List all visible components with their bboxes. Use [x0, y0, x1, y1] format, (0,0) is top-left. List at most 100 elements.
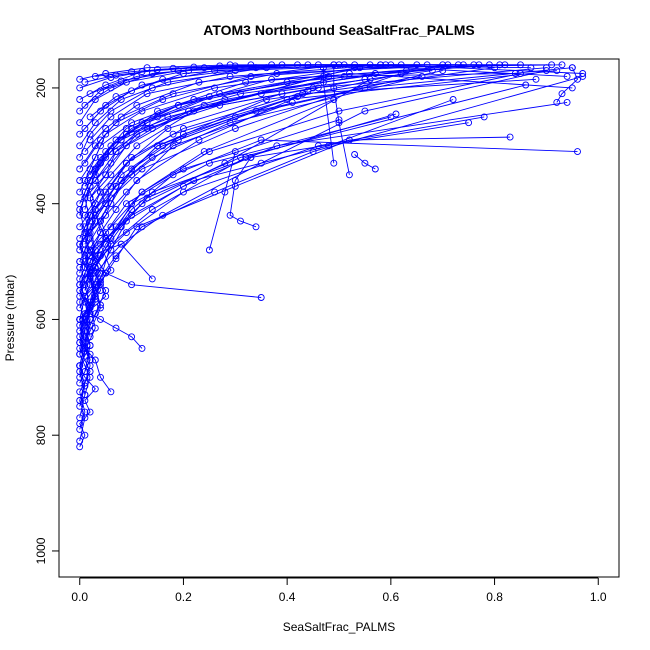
data-point [81, 194, 89, 202]
profile-series [81, 67, 410, 190]
data-point [138, 81, 146, 89]
data-point [86, 310, 94, 318]
data-point [81, 368, 89, 375]
data-point [81, 240, 89, 248]
data-point [164, 78, 172, 86]
data-point [81, 382, 89, 390]
profile-series [205, 148, 239, 254]
profile-line [79, 261, 262, 298]
profile-line [79, 78, 371, 361]
data-point [91, 324, 99, 332]
profile-line [84, 348, 112, 393]
data-point [97, 136, 104, 144]
data-point [179, 182, 187, 190]
data-point [81, 269, 89, 277]
data-point [361, 107, 369, 115]
data-point [138, 188, 146, 196]
data-point [107, 223, 115, 231]
data-point [371, 70, 379, 77]
profile-series [226, 153, 260, 231]
data-point [138, 344, 146, 352]
x-axis-label: SeaSaltFrac_PALMS [283, 620, 396, 634]
data-point [226, 211, 234, 219]
data-point [86, 321, 94, 329]
data-point [237, 153, 244, 161]
profile-series [76, 119, 473, 347]
data-point [81, 101, 89, 109]
data-point [86, 408, 94, 416]
data-point [76, 350, 84, 358]
x-tick-label: 0.4 [279, 590, 296, 604]
profile-line [89, 64, 386, 141]
profile-line [79, 70, 557, 262]
data-point [76, 373, 84, 381]
data-point [558, 61, 566, 69]
data-point [76, 246, 84, 254]
profile-line [89, 64, 490, 176]
data-point [563, 72, 571, 80]
data-point [143, 90, 151, 98]
profile-series [76, 110, 400, 399]
data-point [330, 96, 338, 103]
y-tick-label: 600 [34, 309, 48, 329]
data-point [91, 72, 99, 80]
data-point [112, 93, 120, 101]
data-point [148, 206, 156, 213]
profile-line [322, 67, 335, 164]
data-point [97, 188, 104, 196]
data-point [76, 402, 84, 410]
data-point [231, 125, 239, 132]
data-point [506, 133, 514, 141]
profile-line [79, 64, 371, 80]
profile-line [79, 73, 402, 291]
data-point [563, 98, 571, 106]
profile-line [79, 101, 568, 349]
data-point [86, 171, 94, 179]
profile-series [81, 61, 359, 132]
y-axis-label: Pressure (mbar) [3, 275, 17, 362]
data-point [190, 96, 198, 103]
data-point [351, 151, 359, 158]
data-point [319, 64, 327, 72]
x-tick-label: 1.0 [590, 590, 607, 604]
data-point [159, 75, 167, 83]
data-point [133, 142, 141, 150]
profile-series [76, 240, 156, 283]
data-point [91, 385, 99, 393]
data-point [81, 148, 89, 156]
data-point [102, 70, 110, 77]
data-point [122, 217, 130, 225]
data-point [112, 252, 120, 260]
data-point [226, 72, 234, 80]
y-tick-label: 400 [34, 193, 48, 213]
data-point [102, 234, 110, 242]
data-point [97, 269, 104, 277]
data-point [226, 61, 234, 69]
profile-line [79, 139, 578, 407]
profile-line [79, 64, 428, 170]
data-point [216, 101, 224, 109]
data-point [117, 223, 125, 231]
profile-line [84, 78, 365, 199]
data-point [122, 142, 130, 150]
data-point [174, 136, 182, 144]
data-point [76, 119, 84, 127]
data-point [81, 408, 89, 416]
data-point [76, 315, 84, 323]
chart-title: ATOM3 Northbound SeaSaltFrac_PALMS [203, 22, 474, 38]
data-point [76, 153, 84, 161]
data-point [76, 414, 84, 422]
data-point [97, 301, 104, 309]
data-point [76, 211, 84, 219]
data-point [107, 266, 115, 274]
data-point [392, 110, 400, 118]
data-point [309, 148, 317, 156]
profile-series [86, 61, 421, 121]
x-tick-label: 0.6 [383, 590, 400, 604]
profile-line [79, 87, 319, 303]
y-tick-label: 800 [34, 425, 48, 445]
profile-line [556, 67, 579, 103]
data-point [102, 269, 110, 277]
data-point [128, 153, 136, 161]
